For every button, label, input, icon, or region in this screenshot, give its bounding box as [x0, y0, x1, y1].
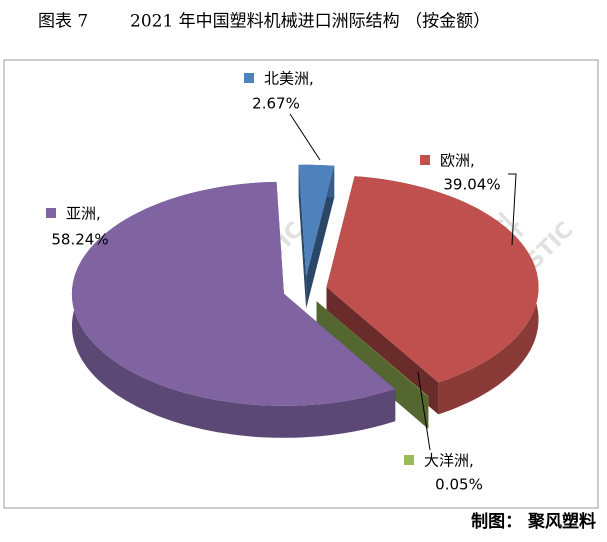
value-label: 58.24%	[51, 231, 108, 249]
slice	[71, 181, 396, 406]
category-label: 北美洲,	[264, 70, 314, 88]
slice	[298, 164, 335, 277]
leader-line	[508, 173, 517, 246]
chart-title: 2021 年中国塑料机械进口洲际结构 （按金额）	[130, 12, 490, 32]
slice	[326, 176, 539, 383]
slice	[316, 301, 429, 397]
category-label: 大洋洲,	[424, 452, 474, 470]
category-label: 亚洲,	[66, 205, 101, 223]
label-swatch	[244, 73, 254, 83]
slice-cut	[306, 165, 335, 309]
label-swatch	[46, 208, 56, 218]
slice-cut	[316, 301, 428, 429]
leader-line	[289, 113, 321, 161]
credit: 制图： 聚风塑料	[471, 511, 596, 532]
slice-side	[427, 396, 429, 429]
label-swatch	[404, 455, 414, 465]
pie	[71, 164, 539, 438]
slice-cut	[298, 164, 307, 309]
leader-line	[417, 371, 431, 451]
value-label: 39.04%	[443, 176, 500, 194]
label-swatch	[420, 155, 430, 165]
category-label: 欧洲,	[440, 152, 475, 170]
figure-label: 图表 7	[38, 12, 88, 32]
slice-side	[71, 181, 396, 438]
plot-frame	[3, 59, 599, 509]
value-label: 2.67%	[252, 95, 300, 113]
value-label: 0.05%	[435, 476, 483, 494]
